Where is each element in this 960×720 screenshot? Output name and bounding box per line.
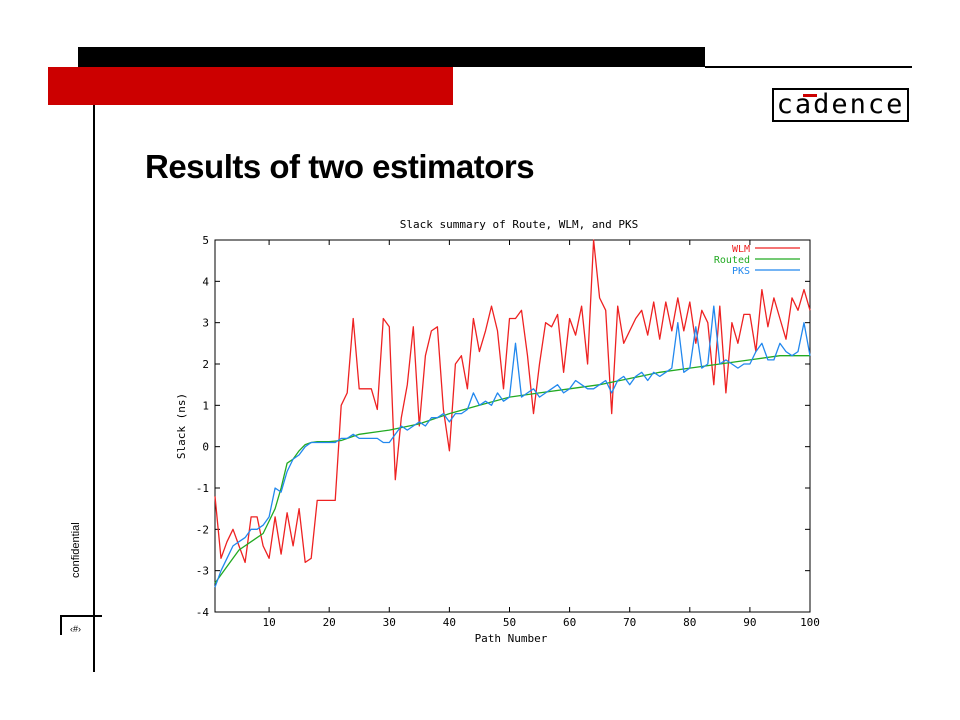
x-tick-label: 10: [262, 616, 275, 629]
header-black-bar: [78, 47, 705, 67]
logo-accent-mark: [803, 94, 817, 97]
y-tick-label: 4: [202, 275, 209, 288]
y-tick-label: -2: [196, 523, 209, 536]
x-tick-label: 100: [800, 616, 820, 629]
y-tick-label: 5: [202, 234, 209, 247]
x-tick-label: 50: [503, 616, 516, 629]
y-tick-label: 0: [202, 441, 209, 454]
legend-label-pks: PKS: [732, 266, 750, 277]
x-tick-label: 60: [563, 616, 576, 629]
x-tick-label: 70: [623, 616, 636, 629]
logo-text: cadence: [776, 89, 905, 120]
header-black-line: [705, 66, 912, 68]
confidential-label: confidential: [70, 522, 82, 578]
y-tick-label: -1: [196, 482, 209, 495]
x-tick-label: 20: [323, 616, 336, 629]
legend-label-routed: Routed: [714, 255, 750, 266]
x-tick-label: 40: [443, 616, 456, 629]
chart-ylabel: Slack (ns): [175, 393, 188, 459]
y-tick-label: -3: [196, 565, 209, 578]
y-tick-label: 1: [202, 399, 209, 412]
slide-title: Results of two estimators: [145, 148, 535, 185]
y-tick-label: 3: [202, 317, 209, 330]
series-line-wlm: [214, 239, 811, 564]
slack-chart: Slack summary of Route, WLM, and PKS Pat…: [165, 212, 825, 652]
chart-series: [214, 239, 811, 588]
x-tick-label: 90: [743, 616, 756, 629]
chart-xlabel: Path Number: [475, 632, 548, 645]
series-line-pks: [214, 305, 811, 588]
y-tick-label: -4: [196, 606, 210, 619]
plot-frame: [214, 239, 811, 613]
page-number: ‹#›: [70, 624, 81, 634]
footer-rule-vertical: [60, 615, 62, 635]
x-tick-label: 30: [383, 616, 396, 629]
legend-label-wlm: WLM: [732, 244, 750, 255]
header-red-bar: [48, 67, 453, 105]
chart-container: Slack summary of Route, WLM, and PKS Pat…: [165, 212, 825, 657]
chart-title: Slack summary of Route, WLM, and PKS: [400, 218, 638, 231]
footer-rule: [60, 615, 102, 617]
y-tick-label: 2: [202, 358, 209, 371]
chart-axes: 10 20 30 40 50 60 70 80 90 100 -4 -3 -2 -1 0 1 2 3 4 5: [196, 234, 820, 629]
cadence-logo: cadence: [772, 88, 909, 122]
x-tick-label: 80: [683, 616, 696, 629]
left-vertical-rule: [93, 105, 95, 672]
